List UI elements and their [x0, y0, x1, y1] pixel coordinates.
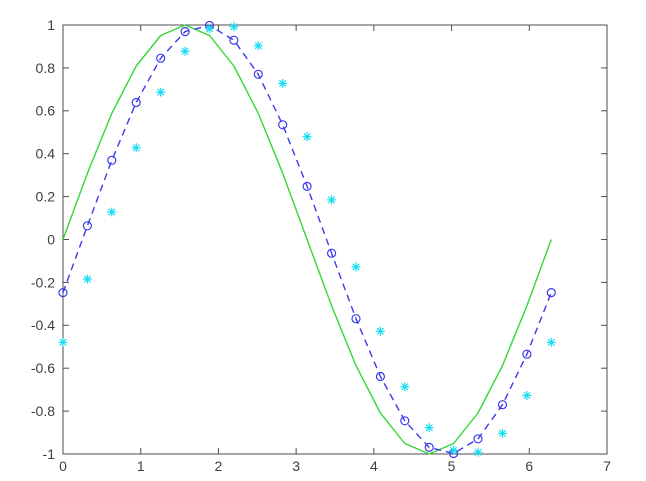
- y-tick-label: 1: [47, 17, 55, 33]
- x-tick-label: 6: [525, 458, 533, 474]
- blue-dashed-circles-sine-line: [62, 24, 552, 455]
- circle-marker: [351, 314, 361, 324]
- x-tick-label: 7: [603, 458, 611, 474]
- green-solid-sine-line: [62, 24, 552, 455]
- circle-marker: [522, 349, 532, 359]
- asterisk-marker: [401, 383, 409, 391]
- asterisk-marker: [59, 338, 67, 346]
- y-tick-label: -0.6: [31, 360, 55, 376]
- circle-marker: [156, 53, 166, 63]
- circle-marker: [302, 181, 312, 191]
- asterisk-marker: [205, 25, 214, 33]
- y-tick-label: -0.8: [31, 403, 55, 419]
- asterisk-marker: [279, 79, 287, 88]
- asterisk-marker: [327, 196, 336, 204]
- y-tick-label: -1: [43, 446, 56, 462]
- asterisk-marker: [425, 424, 433, 432]
- circle-marker: [229, 35, 239, 45]
- asterisk-marker: [547, 338, 555, 346]
- y-tick-label: -0.2: [31, 274, 55, 290]
- asterisk-marker: [449, 446, 458, 454]
- x-tick-label: 3: [292, 458, 300, 474]
- circle-marker: [375, 371, 385, 382]
- asterisk-marker: [352, 263, 360, 271]
- asterisk-marker: [83, 275, 92, 283]
- circle-marker: [473, 434, 483, 444]
- asterisk-marker: [181, 47, 189, 55]
- circle-marker: [180, 27, 190, 37]
- asterisk-marker: [132, 144, 140, 152]
- x-tick-label: 1: [137, 458, 145, 474]
- asterisk-marker: [474, 448, 482, 456]
- circle-marker: [58, 288, 68, 298]
- y-tick-label: 0.8: [36, 60, 56, 76]
- x-tick-label: 4: [370, 458, 378, 474]
- asterisk-marker: [523, 391, 531, 400]
- circle-marker: [82, 221, 93, 231]
- circle-marker: [107, 155, 117, 165]
- asterisk-marker: [376, 327, 385, 335]
- circle-marker: [424, 442, 434, 452]
- circle-marker: [131, 97, 141, 108]
- asterisk-marker: [498, 429, 507, 437]
- circle-marker: [253, 69, 263, 79]
- circle-marker: [327, 248, 337, 258]
- circle-marker: [497, 400, 508, 410]
- circle-marker: [278, 120, 288, 130]
- asterisk-marker: [254, 42, 262, 50]
- y-tick-label: 0: [47, 231, 55, 247]
- y-tick-label: 0.4: [36, 146, 56, 162]
- y-tick-label: -0.4: [31, 317, 55, 333]
- asterisk-marker: [303, 133, 311, 141]
- x-tick-label: 5: [448, 458, 456, 474]
- asterisk-marker: [230, 23, 238, 31]
- asterisk-marker: [157, 88, 165, 96]
- y-tick-label: 0.2: [36, 189, 56, 205]
- circle-marker: [546, 288, 556, 298]
- circle-marker: [400, 416, 410, 426]
- x-tick-label: 2: [215, 458, 223, 474]
- asterisk-marker: [108, 208, 116, 216]
- y-tick-label: 0.6: [36, 103, 56, 119]
- x-tick-label: 0: [59, 458, 67, 474]
